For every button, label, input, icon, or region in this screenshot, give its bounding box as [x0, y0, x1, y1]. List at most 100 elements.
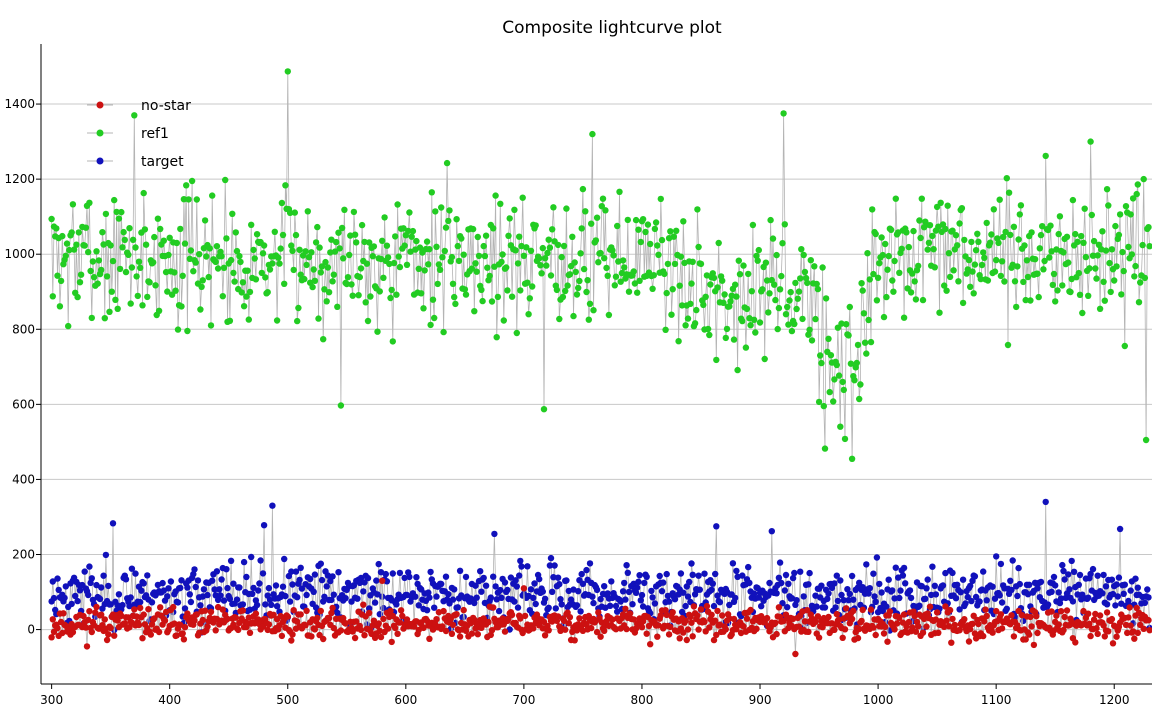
data-point — [222, 176, 229, 184]
data-point — [932, 616, 940, 623]
data-point — [312, 604, 320, 611]
data-point — [729, 560, 737, 567]
data-point — [811, 263, 818, 270]
data-point — [311, 277, 319, 284]
data-point — [302, 248, 309, 255]
data-point — [140, 189, 147, 197]
data-point — [641, 579, 648, 587]
data-point — [157, 604, 164, 611]
data-point — [540, 406, 548, 413]
data-point — [695, 572, 702, 579]
data-point — [289, 247, 296, 254]
data-point — [317, 269, 324, 276]
data-point — [478, 588, 485, 595]
data-point — [238, 289, 245, 296]
data-point — [370, 617, 378, 624]
data-point — [697, 260, 705, 268]
data-point — [1010, 223, 1018, 230]
data-point — [865, 590, 872, 597]
data-point — [201, 217, 209, 224]
data-point — [250, 246, 257, 254]
data-point — [494, 293, 502, 301]
data-point — [805, 628, 812, 635]
data-point — [148, 599, 156, 606]
data-point — [858, 280, 865, 287]
data-point — [438, 204, 445, 211]
data-point — [265, 584, 273, 592]
data-point — [133, 273, 140, 280]
data-point — [704, 325, 712, 333]
data-point — [1096, 305, 1104, 312]
data-point — [440, 328, 447, 336]
data-point — [721, 291, 728, 298]
data-point — [388, 286, 395, 294]
data-point — [472, 582, 479, 589]
data-point — [710, 602, 718, 610]
data-point — [614, 222, 621, 230]
data-point — [688, 619, 695, 626]
data-point — [310, 588, 317, 595]
data-point — [805, 581, 812, 588]
data-point — [1065, 259, 1072, 266]
data-point — [739, 317, 746, 325]
data-point — [427, 321, 434, 329]
data-point — [127, 594, 134, 601]
data-point — [114, 617, 121, 624]
data-point — [569, 233, 576, 240]
data-point — [220, 264, 228, 271]
data-point — [926, 603, 934, 610]
data-point — [1112, 602, 1119, 609]
data-point — [1094, 572, 1101, 579]
data-point — [967, 625, 974, 633]
data-point — [107, 601, 114, 608]
data-point — [184, 584, 191, 591]
data-point — [1007, 231, 1014, 239]
data-point — [314, 223, 321, 231]
data-point — [236, 584, 243, 591]
data-point — [872, 598, 879, 605]
data-point — [980, 568, 987, 575]
data-point — [941, 282, 948, 289]
data-point — [831, 580, 838, 587]
data-point — [612, 273, 620, 280]
data-point — [848, 572, 856, 580]
data-point — [113, 208, 120, 216]
data-point — [343, 280, 350, 288]
data-point — [108, 288, 116, 295]
data-point — [172, 287, 179, 294]
data-point — [988, 231, 995, 238]
data-point — [747, 322, 754, 329]
data-point — [673, 227, 680, 234]
data-point — [922, 595, 929, 602]
data-point — [612, 626, 620, 633]
data-point — [54, 624, 61, 632]
data-point — [1127, 587, 1134, 594]
data-point — [684, 315, 692, 322]
data-point — [577, 250, 584, 257]
data-point — [838, 591, 845, 599]
data-point — [383, 242, 391, 249]
data-point — [147, 631, 154, 638]
data-point — [216, 586, 223, 593]
data-point — [375, 560, 382, 568]
data-point — [958, 205, 966, 212]
data-point — [164, 593, 171, 600]
data-point — [95, 257, 103, 264]
data-point — [648, 587, 655, 595]
data-point — [490, 573, 497, 580]
data-point — [915, 623, 922, 630]
data-point — [1067, 288, 1074, 296]
data-point — [252, 610, 260, 617]
data-point — [193, 611, 200, 618]
data-point — [318, 576, 326, 584]
data-point — [576, 277, 583, 285]
data-point — [115, 591, 123, 598]
data-point — [206, 245, 213, 252]
data-point — [617, 278, 624, 285]
data-point — [697, 606, 705, 613]
data-point — [1103, 186, 1111, 193]
data-point — [512, 577, 519, 584]
data-point — [1093, 275, 1100, 282]
data-point — [639, 216, 647, 223]
data-point — [905, 243, 912, 251]
